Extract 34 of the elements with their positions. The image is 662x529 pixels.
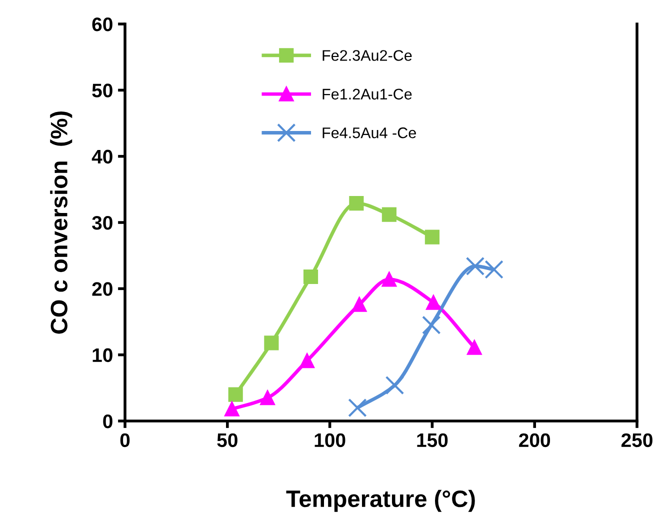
point	[303, 269, 318, 284]
legend-label: Fe4.5Au4 -Ce	[322, 127, 416, 138]
point	[224, 402, 240, 416]
x-axis-title: Temperature (°C)	[286, 490, 475, 512]
y-tick-label: 50	[92, 84, 112, 98]
point	[385, 376, 404, 395]
x-tick-label: 100	[314, 433, 346, 448]
x-tick-label: 50	[217, 433, 238, 448]
point	[422, 316, 441, 334]
point	[228, 387, 243, 402]
point	[349, 196, 364, 211]
y-tick-label: 0	[103, 414, 112, 428]
point	[264, 336, 279, 350]
y-tick-label: 10	[92, 348, 112, 362]
point	[352, 297, 367, 312]
x-tick-label: 150	[417, 433, 448, 448]
point	[300, 353, 314, 368]
x-tick-label: 0	[120, 433, 130, 448]
y-axis-title: CO c onversion (%)	[50, 112, 72, 334]
point	[260, 390, 275, 406]
y-tick-label: 30	[92, 216, 112, 230]
point	[426, 295, 441, 310]
point	[467, 340, 482, 355]
x-tick-label: 250	[621, 433, 652, 448]
legend-label: Fe1.2Au1-Ce	[322, 88, 412, 100]
point	[382, 207, 396, 222]
x-tick-label: 200	[519, 433, 550, 448]
legend-label: Fe2.3Au2-Ce	[322, 50, 412, 61]
y-tick-label: 20	[92, 282, 112, 296]
point	[348, 398, 367, 418]
y-tick-label: 60	[92, 17, 112, 32]
point	[424, 230, 440, 244]
point	[382, 272, 396, 287]
y-tick-label: 40	[92, 150, 112, 164]
